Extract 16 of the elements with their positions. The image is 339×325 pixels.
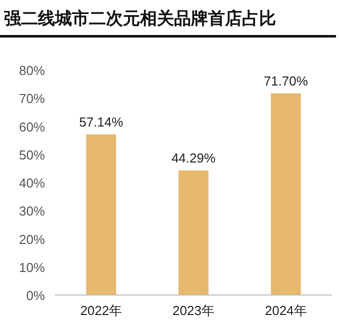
y-tick-label: 20% xyxy=(18,232,46,247)
data-label: 57.14% xyxy=(79,114,124,130)
data-label: 71.70% xyxy=(264,73,308,88)
y-tick-label: 10% xyxy=(18,260,46,275)
y-tick-label: 40% xyxy=(18,176,46,190)
x-tick-label: 2023年 xyxy=(172,303,214,318)
y-tick-label: 80% xyxy=(18,63,46,78)
x-tick-label: 2022年 xyxy=(80,303,122,318)
data-label: 44.29% xyxy=(171,150,216,166)
y-tick-label: 0% xyxy=(26,288,46,303)
y-tick-label: 60% xyxy=(18,119,46,134)
y-tick-label: 30% xyxy=(18,204,46,219)
y-tick-label: 70% xyxy=(18,91,46,106)
y-tick-label: 50% xyxy=(18,147,46,162)
title: 强二线城市二次元相关品牌首店占比 xyxy=(4,9,276,28)
x-tick-label: 2024年 xyxy=(264,303,307,318)
